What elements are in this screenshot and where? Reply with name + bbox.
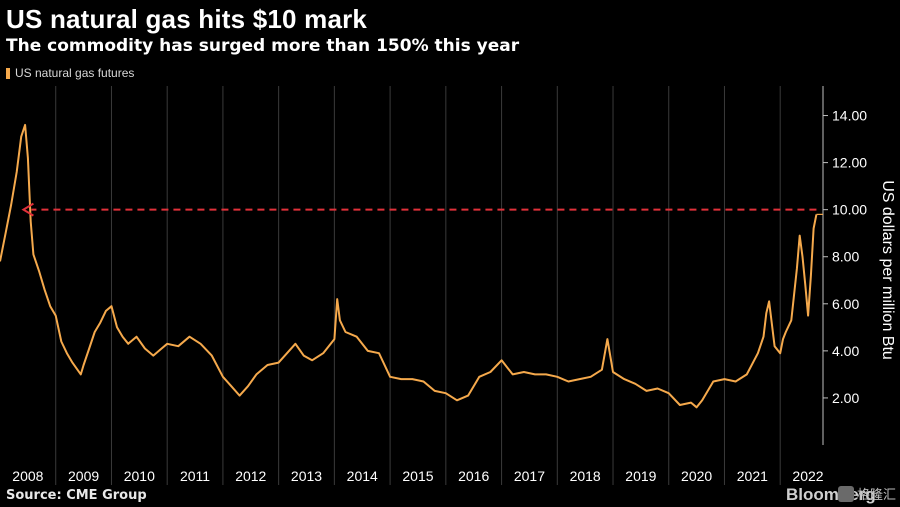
chart-subtitle: The commodity has surged more than 150% … bbox=[6, 36, 520, 56]
x-tick-label: 2013 bbox=[291, 468, 322, 484]
x-tick-label: 2021 bbox=[737, 468, 768, 484]
x-tick-label: 2012 bbox=[235, 468, 266, 484]
x-tick-label: 2020 bbox=[681, 468, 712, 484]
x-tick-label: 2014 bbox=[347, 468, 378, 484]
x-tick-label: 2015 bbox=[402, 468, 433, 484]
source-note: Source: CME Group bbox=[6, 488, 147, 503]
y-tick-label: 10.00 bbox=[832, 202, 867, 218]
chart-title: US natural gas hits $10 mark bbox=[6, 4, 368, 34]
x-tick-label: 2011 bbox=[180, 468, 210, 484]
x-tick-label: 2018 bbox=[570, 468, 601, 484]
y-axis-label: US dollars per million Btu bbox=[879, 180, 896, 360]
watermark: 格隆汇 bbox=[838, 484, 896, 503]
series-line bbox=[0, 123, 818, 409]
legend-swatch bbox=[6, 67, 10, 79]
y-tick-label: 2.00 bbox=[832, 390, 859, 406]
y-tick-label: 4.00 bbox=[832, 343, 859, 359]
x-tick-label: 2017 bbox=[514, 468, 545, 484]
y-tick-label: 6.00 bbox=[832, 296, 859, 312]
x-tick-label: 2019 bbox=[625, 468, 656, 484]
x-tick-label: 2010 bbox=[124, 468, 155, 484]
watermark-label: 格隆汇 bbox=[857, 487, 897, 502]
arrow-head-icon bbox=[21, 202, 34, 217]
x-tick-label: 2009 bbox=[68, 468, 99, 484]
x-tick-label: 2016 bbox=[458, 468, 489, 484]
x-tick-label: 2008 bbox=[12, 468, 43, 484]
watermark-icon bbox=[838, 485, 854, 502]
x-tick-label: 2022 bbox=[792, 468, 823, 484]
y-tick-label: 8.00 bbox=[832, 249, 859, 265]
y-tick-label: 14.00 bbox=[832, 108, 867, 124]
legend: US natural gas futures bbox=[6, 66, 134, 80]
y-tick-label: 12.00 bbox=[832, 155, 867, 171]
legend-label: US natural gas futures bbox=[15, 66, 135, 80]
